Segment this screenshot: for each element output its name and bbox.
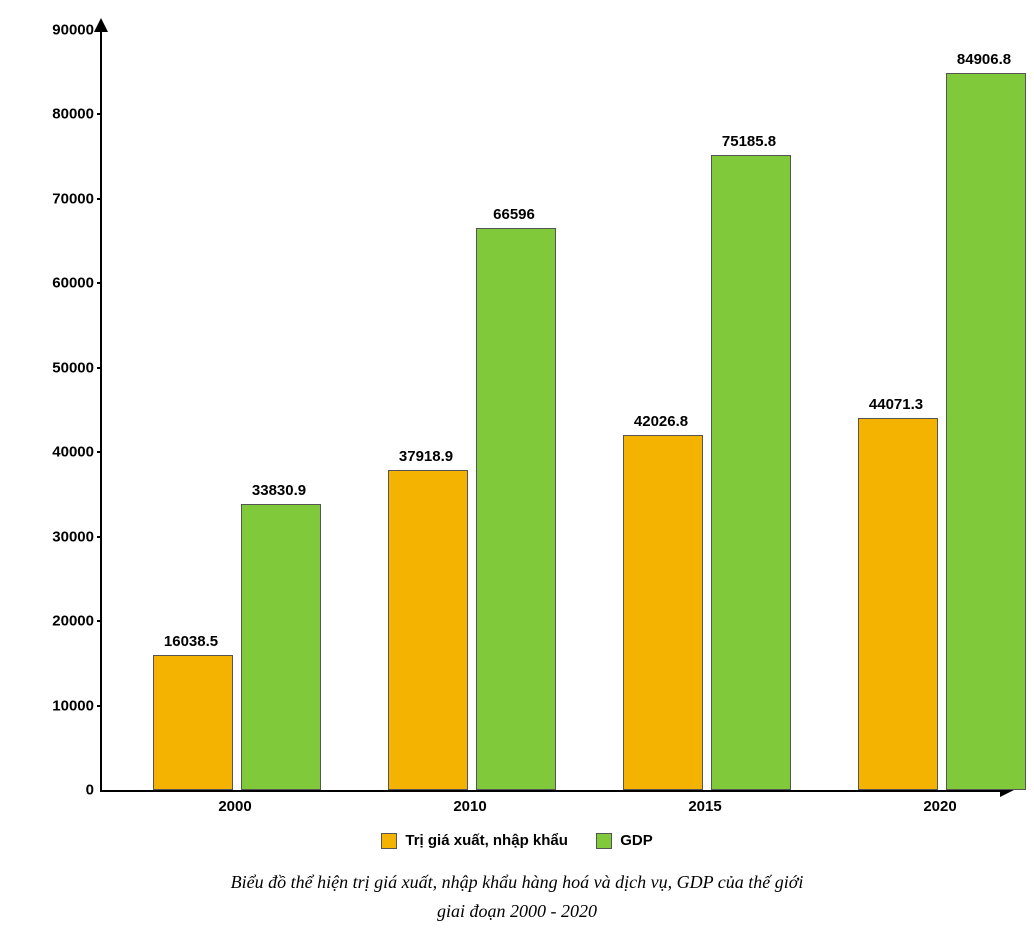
bar-gdp: [946, 73, 1026, 790]
plot-area: [100, 30, 1002, 792]
legend-label-gdp: GDP: [620, 832, 653, 849]
caption-line-1: Biểu đồ thể hiện trị giá xuất, nhập khẩu…: [231, 872, 804, 892]
y-tick-label: 90000: [24, 22, 94, 39]
bar-value-label: 44071.3: [869, 396, 923, 413]
y-tick-label: 20000: [24, 613, 94, 630]
y-tick-label: 80000: [24, 106, 94, 123]
legend: Trị giá xuất, nhập khẩu GDP: [20, 832, 1014, 849]
legend-label-trade: Trị giá xuất, nhập khẩu: [405, 832, 568, 849]
y-tick-label: 30000: [24, 528, 94, 545]
bar-value-label: 75185.8: [722, 133, 776, 150]
bar-trade: [153, 655, 233, 790]
bar-value-label: 66596: [493, 206, 535, 223]
caption-line-2: giai đoạn 2000 - 2020: [437, 901, 597, 921]
legend-item-trade: Trị giá xuất, nhập khẩu: [381, 832, 568, 849]
bar-value-label: 16038.5: [164, 633, 218, 650]
x-tick-label: 2010: [453, 798, 486, 815]
y-tick-label: 0: [24, 782, 94, 799]
bar-value-label: 42026.8: [634, 413, 688, 430]
legend-item-gdp: GDP: [596, 832, 653, 849]
y-tick-mark: [97, 282, 102, 284]
y-tick-label: 60000: [24, 275, 94, 292]
y-tick-label: 70000: [24, 190, 94, 207]
bar-trade: [623, 435, 703, 790]
y-tick-label: 40000: [24, 444, 94, 461]
y-tick-mark: [97, 113, 102, 115]
x-tick-label: 2020: [923, 798, 956, 815]
y-tick-mark: [97, 367, 102, 369]
legend-swatch-trade: [381, 833, 397, 849]
bar-gdp: [476, 228, 556, 790]
chart-container: Trị giá xuất, nhập khẩu GDP Biểu đồ thể …: [20, 20, 1014, 920]
y-tick-mark: [97, 536, 102, 538]
y-tick-mark: [97, 29, 102, 31]
bar-gdp: [711, 155, 791, 790]
y-tick-mark: [97, 620, 102, 622]
y-tick-mark: [97, 705, 102, 707]
chart-caption: Biểu đồ thể hiện trị giá xuất, nhập khẩu…: [20, 868, 1014, 926]
bar-gdp: [241, 504, 321, 790]
legend-swatch-gdp: [596, 833, 612, 849]
bar-trade: [858, 418, 938, 790]
x-tick-label: 2015: [688, 798, 721, 815]
bar-value-label: 33830.9: [252, 482, 306, 499]
bar-trade: [388, 470, 468, 790]
bar-value-label: 84906.8: [957, 51, 1011, 68]
y-tick-mark: [97, 198, 102, 200]
y-tick-mark: [97, 451, 102, 453]
y-tick-label: 50000: [24, 359, 94, 376]
bar-value-label: 37918.9: [399, 448, 453, 465]
x-tick-label: 2000: [218, 798, 251, 815]
y-tick-label: 10000: [24, 697, 94, 714]
